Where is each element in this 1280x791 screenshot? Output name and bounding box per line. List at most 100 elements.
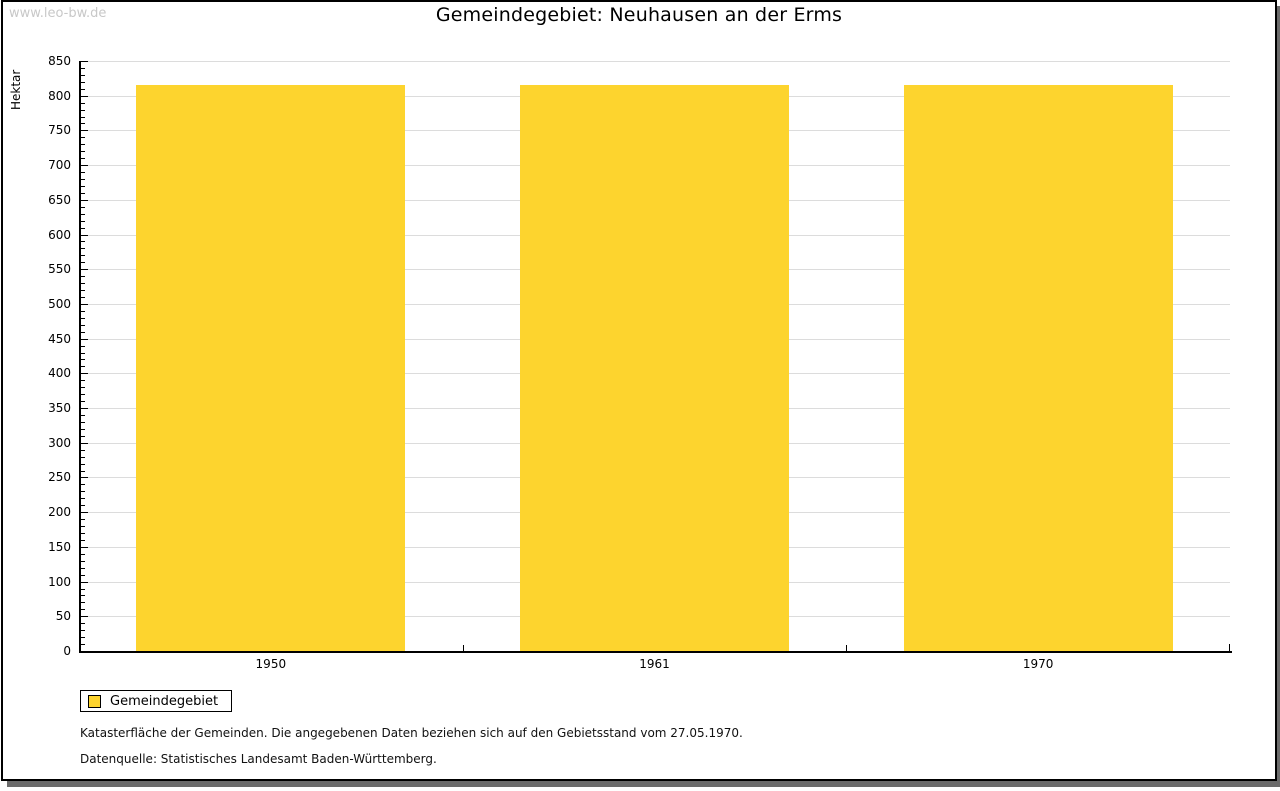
x-tick-label: 1950: [255, 657, 287, 671]
bar: [903, 84, 1173, 651]
bar: [136, 84, 406, 651]
y-tick-label: 200: [48, 505, 71, 520]
y-major-tick: [81, 408, 88, 410]
y-minor-tick: [81, 248, 85, 250]
y-minor-tick: [81, 553, 85, 555]
y-minor-tick: [81, 179, 85, 180]
legend-swatch: [88, 694, 101, 708]
bar: [520, 84, 789, 651]
y-minor-tick: [81, 144, 85, 146]
y-minor-tick: [81, 574, 85, 576]
y-minor-tick: [81, 283, 85, 285]
y-minor-tick: [81, 401, 85, 403]
y-minor-tick: [81, 151, 85, 153]
y-minor-tick: [81, 630, 85, 632]
y-minor-tick: [81, 588, 85, 590]
y-tick-label: 100: [48, 574, 71, 589]
x-tick-label: 1970: [1022, 657, 1054, 671]
watermark-text: www.leo-bw.de: [9, 6, 107, 21]
y-minor-tick: [81, 470, 85, 472]
y-minor-tick: [81, 435, 85, 437]
y-major-tick: [81, 234, 88, 236]
y-minor-tick: [81, 526, 85, 528]
y-major-tick: [81, 61, 88, 62]
y-minor-tick: [81, 290, 85, 292]
y-tick-label: 400: [48, 366, 71, 381]
y-minor-tick: [81, 227, 85, 229]
y-major-tick: [81, 303, 88, 305]
y-minor-tick: [81, 505, 85, 507]
y-tick-label: 550: [48, 262, 71, 277]
y-minor-tick: [81, 428, 85, 430]
axis-end-tick: [1229, 644, 1230, 651]
y-minor-tick: [81, 609, 85, 611]
y-minor-tick: [81, 595, 85, 597]
y-minor-tick: [81, 331, 85, 333]
y-minor-tick: [81, 602, 85, 604]
y-minor-tick: [81, 533, 85, 534]
y-axis-line: [79, 61, 81, 653]
y-minor-tick: [81, 109, 85, 111]
y-tick-label: 450: [48, 331, 71, 346]
y-minor-tick: [81, 74, 85, 76]
y-minor-tick: [81, 297, 85, 298]
y-tick-label: 300: [48, 435, 71, 450]
y-minor-tick: [81, 81, 85, 83]
y-tick-label: 350: [48, 401, 71, 416]
y-minor-tick: [81, 185, 85, 187]
y-minor-tick: [81, 345, 85, 347]
y-tick-label: 250: [48, 470, 71, 485]
y-minor-tick: [81, 449, 85, 451]
y-minor-tick: [81, 421, 85, 423]
y-minor-tick: [81, 172, 85, 174]
y-minor-tick: [81, 123, 85, 125]
y-minor-tick: [81, 359, 85, 361]
y-minor-tick: [81, 324, 85, 326]
y-major-tick: [81, 130, 88, 132]
y-minor-tick: [81, 137, 85, 139]
y-tick-label: 750: [48, 123, 71, 138]
y-major-tick: [81, 442, 88, 444]
legend-label: Gemeindegebiet: [110, 693, 219, 709]
y-major-tick: [81, 165, 88, 167]
y-minor-tick: [81, 519, 85, 521]
y-minor-tick: [81, 394, 85, 396]
x-axis-line: [79, 651, 1232, 653]
y-minor-tick: [81, 88, 85, 90]
y-minor-tick: [81, 456, 85, 458]
y-minor-tick: [81, 463, 85, 465]
footnote-description: Katasterfläche der Gemeinden. Die angege…: [80, 726, 743, 740]
y-minor-tick: [81, 255, 85, 257]
y-minor-tick: [81, 567, 85, 569]
category-boundary-tick: [846, 645, 848, 651]
footnote-source: Datenquelle: Statistisches Landesamt Bad…: [80, 752, 437, 766]
y-minor-tick: [81, 491, 85, 493]
y-minor-tick: [81, 192, 85, 194]
y-minor-tick: [81, 241, 85, 243]
y-minor-tick: [81, 637, 85, 639]
y-major-tick: [81, 477, 88, 479]
y-minor-tick: [81, 380, 85, 382]
y-minor-tick: [81, 310, 85, 312]
y-minor-tick: [81, 116, 85, 118]
y-tick-label: 600: [48, 227, 71, 242]
plot-area: 1950 1961 1970 0 50 100 150 200 250 300 350 400 450 5…: [3, 2, 1275, 779]
y-major-tick: [81, 616, 88, 618]
y-major-tick: [81, 581, 88, 583]
y-minor-tick: [81, 220, 85, 222]
chart-title: Gemeindegebiet: Neuhausen an der Erms: [435, 4, 843, 26]
y-minor-tick: [81, 498, 85, 500]
y-minor-tick: [81, 539, 85, 541]
y-tick-label: 500: [48, 296, 71, 311]
y-minor-tick: [81, 262, 85, 264]
y-minor-tick: [81, 317, 85, 319]
y-minor-tick: [81, 352, 85, 354]
y-tick-label: 150: [48, 539, 71, 554]
y-minor-tick: [81, 644, 85, 646]
category-boundary-tick: [462, 645, 464, 651]
y-major-tick: [81, 269, 88, 271]
y-minor-tick: [81, 484, 85, 486]
y-major-tick: [81, 373, 88, 375]
x-tick-label: 1961: [639, 657, 670, 671]
y-minor-tick: [81, 158, 85, 160]
